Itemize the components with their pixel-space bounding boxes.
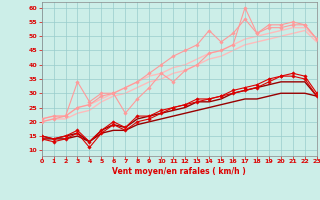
X-axis label: Vent moyen/en rafales ( km/h ): Vent moyen/en rafales ( km/h ): [112, 167, 246, 176]
